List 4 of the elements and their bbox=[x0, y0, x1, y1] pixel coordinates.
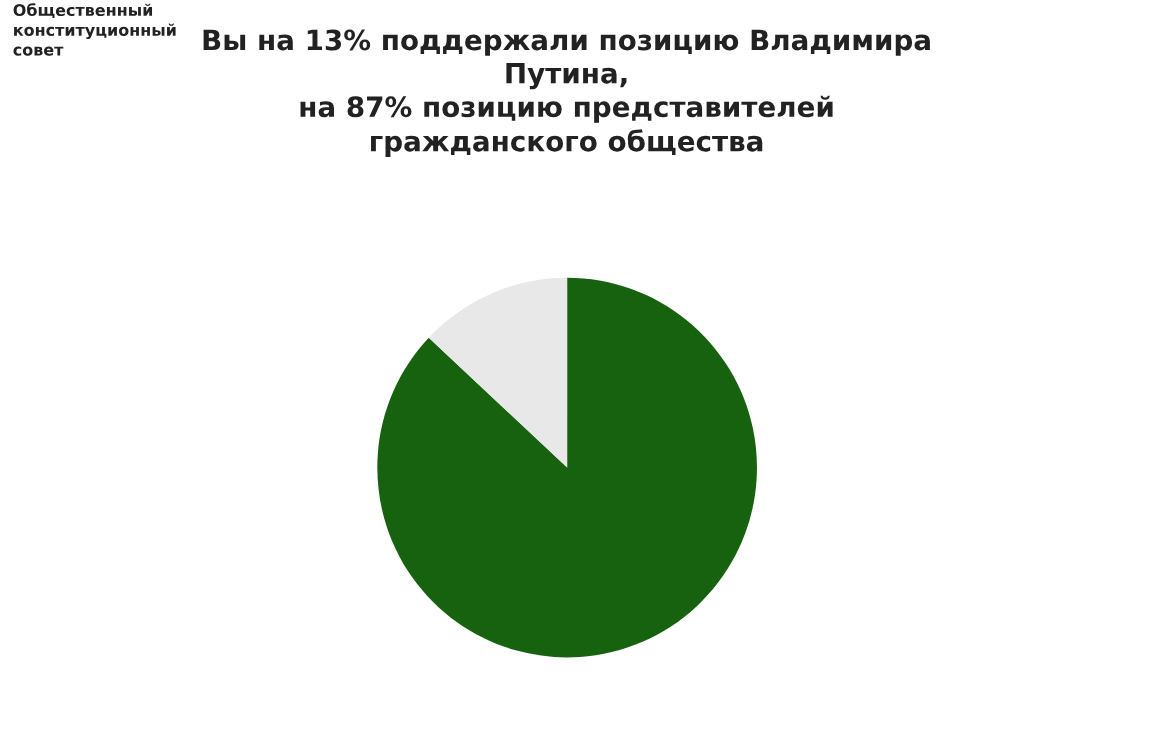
chart-title: Вы на 13% поддержали позицию Владимира Путина, на 87% позицию представителей гражданского общества bbox=[203, 29, 930, 158]
pie-slice bbox=[428, 277, 568, 468]
pie-slice bbox=[377, 277, 757, 658]
text: Общественный конституционный совет bbox=[13, 3, 176, 56]
